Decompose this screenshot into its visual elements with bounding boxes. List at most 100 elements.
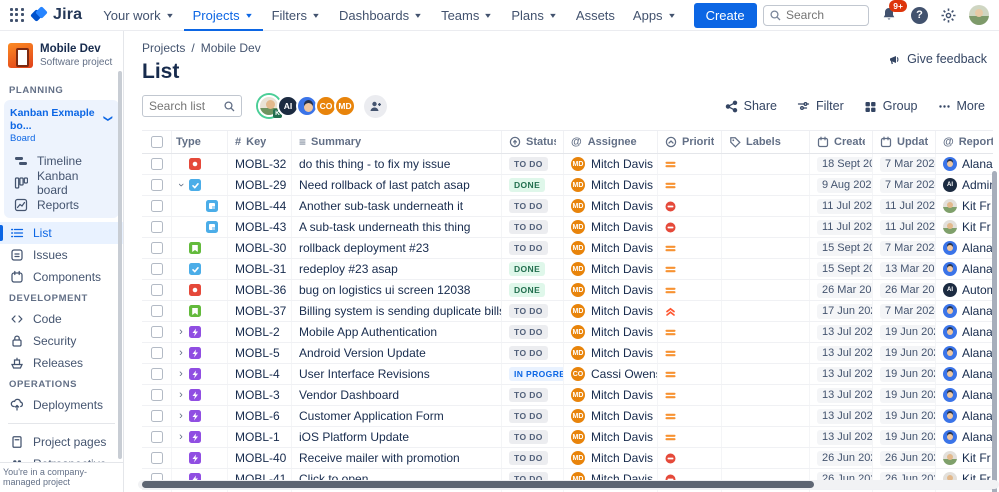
sidebar-item-components[interactable]: Components — [0, 266, 123, 288]
vertical-scrollbar[interactable] — [992, 171, 997, 492]
sidebar-item-security[interactable]: Security — [0, 330, 123, 352]
issue-key[interactable]: MOBL-36 — [235, 283, 287, 297]
row-checkbox[interactable] — [150, 410, 163, 422]
table-row[interactable]: › MOBL-29 Need rollback of last patch asap… — [142, 175, 993, 196]
row-checkbox[interactable] — [150, 305, 163, 317]
group-button[interactable]: Group — [864, 99, 918, 113]
cell-priority[interactable] — [658, 448, 722, 468]
cell-key[interactable]: MOBL-1 — [228, 427, 292, 447]
table-row[interactable]: › MOBL-30 rollback deployment #23 TO DO MD Mi… — [142, 238, 993, 259]
cell-priority[interactable] — [658, 154, 722, 174]
status-badge[interactable]: TO DO — [509, 304, 548, 318]
cell-priority[interactable] — [658, 427, 722, 447]
status-badge[interactable]: TO DO — [509, 325, 548, 339]
sidebar-item-releases[interactable]: Releases — [0, 352, 123, 374]
cell-key[interactable]: MOBL-30 — [228, 238, 292, 258]
cell-assignee[interactable]: MD Mitch Davis — [564, 175, 658, 195]
sidebar-item-code[interactable]: Code — [0, 308, 123, 330]
expand-chevron-icon[interactable]: › — [179, 389, 183, 401]
status-badge[interactable]: DONE — [509, 283, 546, 297]
cell-summary[interactable]: Mobile App Authentication — [292, 322, 502, 342]
column-header-key[interactable]: # Key — [228, 131, 292, 153]
issue-key[interactable]: MOBL-2 — [235, 325, 280, 339]
help-button[interactable]: ? — [911, 6, 928, 24]
sidebar-item-reports[interactable]: Reports — [4, 194, 119, 216]
nav-item-dashboards[interactable]: Dashboards ▾ — [330, 0, 432, 31]
give-feedback-button[interactable]: Give feedback — [888, 52, 987, 66]
issue-summary[interactable]: Mobile App Authentication — [299, 325, 438, 339]
cell-reporter[interactable]: Alana — [936, 238, 993, 258]
cell-reporter[interactable]: Kit Fr — [936, 448, 993, 468]
cell-summary[interactable]: Receive mailer with promotion — [292, 448, 502, 468]
cell-key[interactable]: MOBL-37 — [228, 301, 292, 321]
expand-chevron-icon[interactable]: › — [179, 431, 183, 443]
create-button[interactable]: Create — [693, 2, 757, 28]
notifications-button[interactable]: 9+ — [881, 0, 907, 24]
cell-labels[interactable] — [722, 385, 810, 405]
cell-labels[interactable] — [722, 343, 810, 363]
issue-summary[interactable]: User Interface Revisions — [299, 367, 430, 381]
cell-labels[interactable] — [722, 301, 810, 321]
cell-summary[interactable]: redeploy #23 asap — [292, 259, 502, 279]
issue-key[interactable]: MOBL-3 — [235, 388, 280, 402]
issue-key[interactable]: MOBL-31 — [235, 262, 287, 276]
column-header-type[interactable]: Type — [172, 131, 228, 153]
cell-key[interactable]: MOBL-3 — [228, 385, 292, 405]
cell-labels[interactable] — [722, 406, 810, 426]
row-checkbox[interactable] — [150, 452, 163, 464]
member-avatar[interactable]: K — [258, 95, 282, 118]
cell-summary[interactable]: do this thing - to fix my issue — [292, 154, 502, 174]
cell-labels[interactable] — [722, 469, 810, 489]
cell-labels[interactable] — [722, 238, 810, 258]
cell-assignee[interactable]: MD Mitch Davis — [564, 322, 658, 342]
cell-assignee[interactable]: MD Mitch Davis — [564, 343, 658, 363]
cell-assignee[interactable]: MD Mitch Davis — [564, 154, 658, 174]
column-header-assignee[interactable]: @ Assignee — [564, 131, 658, 153]
settings-gear-icon[interactable] — [940, 7, 957, 24]
cell-assignee[interactable]: MD Mitch Davis — [564, 217, 658, 237]
row-checkbox[interactable] — [150, 389, 163, 401]
cell-reporter[interactable]: Alana — [936, 154, 993, 174]
table-row[interactable]: › MOBL-44 Another sub-task underneath it TO… — [142, 196, 993, 217]
cell-key[interactable]: MOBL-4 — [228, 364, 292, 384]
cell-summary[interactable]: More demos in our team activities — [292, 490, 502, 492]
status-badge[interactable]: TO DO — [509, 199, 548, 213]
issue-summary[interactable]: A sub-task underneath this thing — [299, 220, 471, 234]
sidebar-item-issues[interactable]: Issues — [0, 244, 123, 266]
cell-status[interactable]: IN PROGRESS — [502, 364, 564, 384]
cell-assignee[interactable]: MD Mitch Davis — [564, 427, 658, 447]
cell-status[interactable]: DONE — [502, 490, 564, 492]
cell-summary[interactable]: User Interface Revisions — [292, 364, 502, 384]
issue-key[interactable]: MOBL-4 — [235, 367, 280, 381]
nav-item-apps[interactable]: Apps ▾ — [624, 0, 686, 31]
share-button[interactable]: Share — [725, 99, 777, 113]
table-row[interactable]: › MOBL-6 Customer Application Form TO DO MD M… — [142, 406, 993, 427]
column-header-updated[interactable]: Updated — [873, 131, 936, 153]
member-avatar[interactable]: MD — [334, 95, 356, 117]
cell-assignee[interactable]: MD Mitch Davis — [564, 259, 658, 279]
select-all-checkbox[interactable] — [150, 136, 163, 148]
cell-key[interactable]: MOBL-32 — [228, 154, 292, 174]
cell-reporter[interactable]: Alana — [936, 364, 993, 384]
issue-key[interactable]: MOBL-29 — [235, 178, 287, 192]
status-badge[interactable]: TO DO — [509, 388, 548, 402]
cell-priority[interactable] — [658, 196, 722, 216]
list-search-input[interactable] — [149, 99, 221, 113]
cell-labels[interactable] — [722, 490, 810, 492]
cell-assignee[interactable]: MD Mitch Davis — [564, 280, 658, 300]
cell-reporter[interactable]: Kit Fr — [936, 196, 993, 216]
cell-priority[interactable] — [658, 343, 722, 363]
cell-priority[interactable] — [658, 217, 722, 237]
cell-labels[interactable] — [722, 154, 810, 174]
issue-key[interactable]: MOBL-37 — [235, 304, 287, 318]
breadcrumb-project[interactable]: Mobile Dev — [200, 41, 261, 55]
list-search[interactable] — [142, 95, 242, 117]
cell-reporter[interactable]: Alana — [936, 322, 993, 342]
table-row[interactable]: › MOBL-37 Billing system is sending duplic… — [142, 301, 993, 322]
cell-reporter[interactable]: Alana — [936, 385, 993, 405]
cell-reporter[interactable]: Alana — [936, 427, 993, 447]
cell-status[interactable]: TO DO — [502, 448, 564, 468]
table-row[interactable]: › MOBL-2 Mobile App Authentication TO DO MD M… — [142, 322, 993, 343]
row-checkbox[interactable] — [150, 221, 163, 233]
user-avatar[interactable] — [969, 5, 989, 25]
